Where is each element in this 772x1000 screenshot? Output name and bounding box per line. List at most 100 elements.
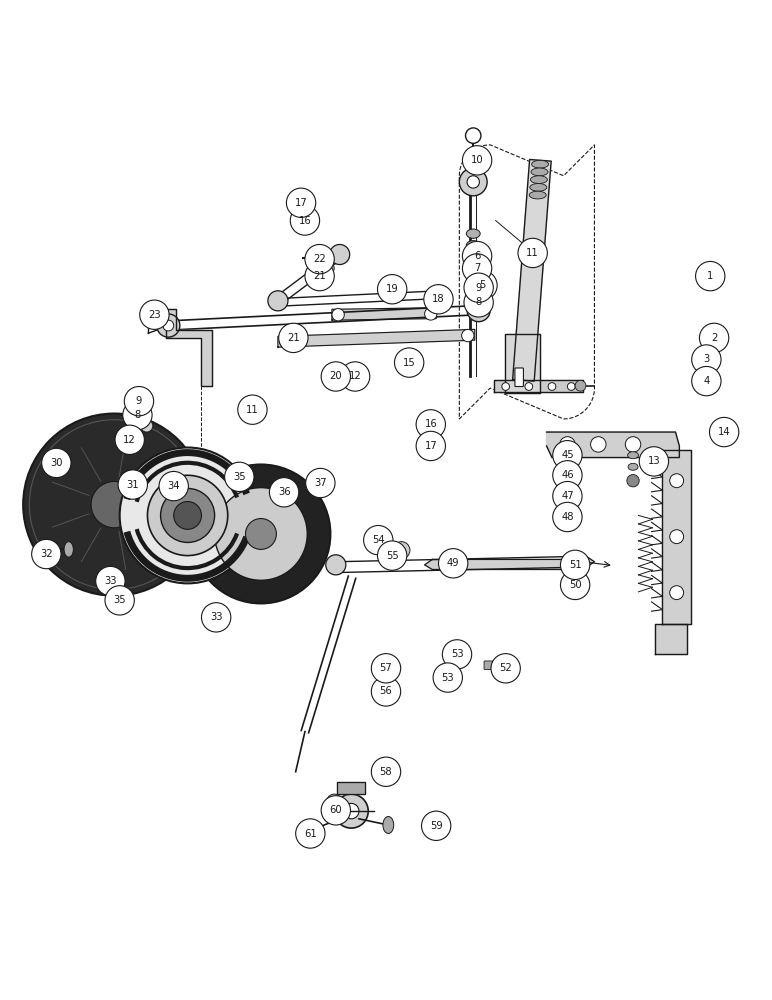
Text: 55: 55	[386, 551, 398, 561]
Circle shape	[32, 539, 61, 569]
Circle shape	[553, 441, 582, 470]
Text: 6: 6	[474, 251, 480, 261]
Text: 9: 9	[476, 283, 482, 293]
Text: 14: 14	[718, 427, 730, 437]
Circle shape	[196, 489, 205, 498]
Text: 22: 22	[313, 254, 326, 264]
Circle shape	[669, 530, 683, 544]
Circle shape	[625, 437, 641, 452]
Text: 17: 17	[425, 441, 437, 451]
Circle shape	[305, 244, 334, 274]
Circle shape	[692, 366, 721, 396]
Text: 58: 58	[380, 767, 392, 777]
Circle shape	[560, 550, 590, 580]
Circle shape	[696, 261, 725, 291]
Circle shape	[340, 362, 370, 391]
Ellipse shape	[530, 176, 547, 183]
Text: 33: 33	[210, 612, 222, 622]
Circle shape	[669, 474, 683, 488]
Circle shape	[491, 654, 520, 683]
Ellipse shape	[383, 817, 394, 834]
Polygon shape	[425, 554, 594, 569]
Text: 36: 36	[278, 487, 290, 497]
Text: 13: 13	[648, 456, 660, 466]
Circle shape	[553, 461, 582, 490]
FancyBboxPatch shape	[436, 674, 459, 681]
Circle shape	[141, 420, 153, 432]
Circle shape	[424, 285, 453, 314]
Circle shape	[91, 481, 137, 528]
Text: 2: 2	[711, 333, 717, 343]
Circle shape	[191, 484, 211, 504]
Text: 35: 35	[113, 595, 126, 605]
Circle shape	[564, 555, 578, 569]
Text: 33: 33	[104, 576, 117, 586]
Circle shape	[459, 168, 487, 196]
Circle shape	[159, 471, 188, 501]
Circle shape	[462, 254, 492, 283]
Text: 53: 53	[451, 649, 463, 659]
Text: 21: 21	[287, 333, 300, 343]
Circle shape	[467, 299, 490, 322]
Circle shape	[560, 570, 590, 600]
Circle shape	[425, 308, 437, 320]
Circle shape	[140, 300, 169, 329]
Circle shape	[147, 475, 228, 556]
Ellipse shape	[530, 191, 547, 199]
Polygon shape	[505, 334, 540, 393]
Text: 53: 53	[442, 673, 454, 683]
Circle shape	[327, 794, 342, 810]
Circle shape	[467, 176, 479, 188]
Circle shape	[157, 314, 180, 337]
Text: 50: 50	[569, 580, 581, 590]
Circle shape	[161, 488, 215, 542]
Polygon shape	[662, 450, 691, 624]
Text: 9: 9	[136, 396, 142, 406]
Text: 54: 54	[372, 535, 384, 545]
Polygon shape	[332, 308, 436, 320]
Text: 47: 47	[561, 491, 574, 501]
Circle shape	[290, 206, 320, 235]
Circle shape	[466, 128, 481, 143]
Ellipse shape	[466, 252, 480, 261]
Polygon shape	[547, 432, 679, 458]
Circle shape	[124, 387, 154, 416]
Text: 31: 31	[127, 480, 139, 490]
Circle shape	[321, 362, 350, 391]
Text: 61: 61	[304, 829, 317, 839]
FancyBboxPatch shape	[484, 661, 509, 669]
Circle shape	[473, 305, 484, 315]
Circle shape	[464, 273, 493, 302]
Text: 57: 57	[380, 663, 392, 673]
Ellipse shape	[628, 463, 638, 470]
Circle shape	[416, 431, 445, 461]
Text: 3: 3	[703, 354, 709, 364]
Circle shape	[296, 819, 325, 848]
Circle shape	[123, 400, 152, 430]
Circle shape	[462, 146, 492, 175]
Circle shape	[326, 555, 346, 575]
Circle shape	[422, 811, 451, 840]
Text: 37: 37	[314, 478, 327, 488]
Circle shape	[548, 383, 556, 390]
Circle shape	[215, 488, 307, 580]
Circle shape	[332, 309, 344, 321]
Polygon shape	[494, 380, 583, 392]
Circle shape	[591, 437, 606, 452]
Polygon shape	[513, 159, 551, 381]
Circle shape	[464, 288, 493, 317]
Text: 16: 16	[425, 419, 437, 429]
Polygon shape	[655, 624, 687, 654]
Text: 45: 45	[561, 450, 574, 460]
Text: 12: 12	[349, 371, 361, 381]
Circle shape	[269, 478, 299, 507]
Circle shape	[699, 323, 729, 353]
Polygon shape	[166, 309, 212, 386]
Text: 21: 21	[313, 271, 326, 281]
Circle shape	[245, 519, 276, 549]
Circle shape	[448, 557, 463, 573]
Circle shape	[96, 566, 125, 596]
Circle shape	[305, 261, 334, 291]
Circle shape	[468, 271, 497, 300]
Circle shape	[692, 345, 721, 374]
